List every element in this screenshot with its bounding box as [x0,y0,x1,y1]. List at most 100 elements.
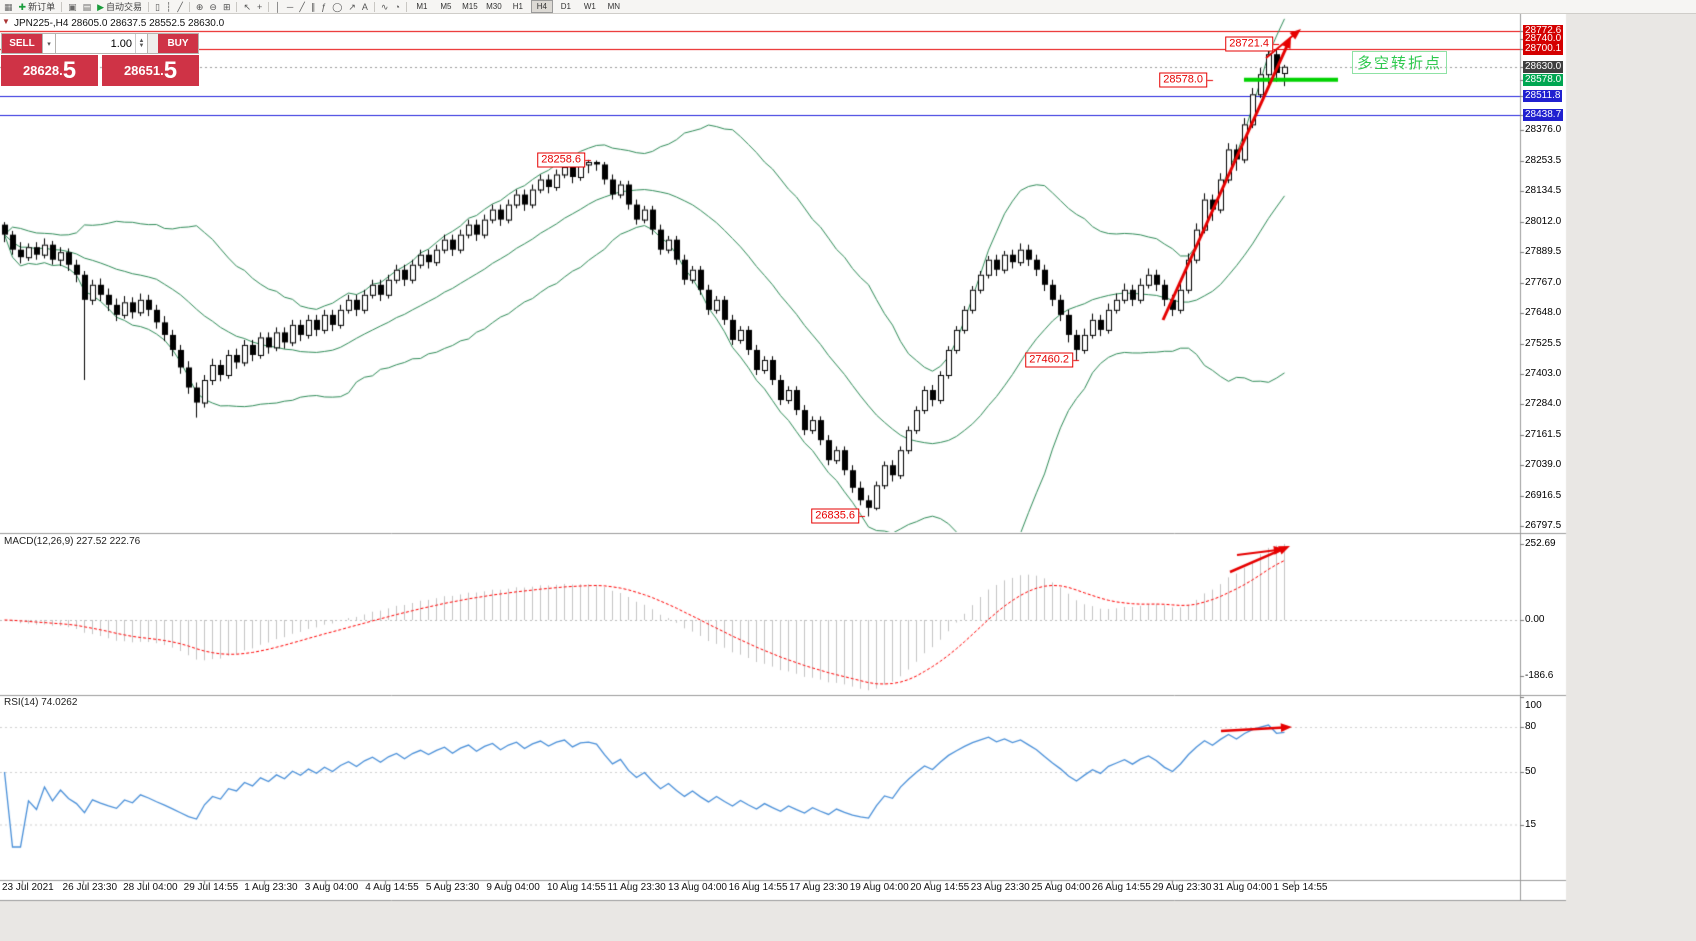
toolbar-separator [148,1,150,12]
sell-price-last-digit: 5 [62,56,77,84]
zoom-in-icon-glyph: ⊕ [195,1,204,12]
time-axis-label: 3 Aug 04:00 [304,882,359,893]
time-axis-label: 26 Aug 14:55 [1091,882,1151,893]
price-annotation-28721.4[interactable]: 28721.4 [1225,36,1273,52]
price-annotation-28258.6[interactable]: 28258.6 [537,152,585,168]
toolbar-separator [236,1,238,12]
volume-stepper[interactable]: ▲ ▼ [135,34,148,53]
price-axis-label-28700.1: 28700.1 [1523,43,1564,56]
candlestick-chart-icon[interactable]: ▯ [153,1,162,13]
toolbar-separator [373,1,375,12]
timeframe-M15[interactable]: M15 [462,2,478,11]
zoom-out-icon[interactable]: ⊖ [207,1,219,13]
tile-windows-icon[interactable]: ⊞ [221,1,233,13]
line-chart-icon[interactable]: ╱ [175,1,184,13]
toolbar-separator [188,1,190,12]
text-tool-icon-glyph: A [361,1,368,12]
volume-stepper-up-icon[interactable]: ▲ [138,37,145,44]
vertical-line-icon[interactable]: │ [273,1,283,13]
time-axis-label: 20 Aug 14:55 [910,882,970,893]
rsi-indicator-label: RSI(14) 74.0262 [4,697,78,708]
terminal-icon-glyph: ▦ [4,1,13,12]
time-axis[interactable]: 23 Jul 2021 26 Jul 23:30 28 Jul 04:00 29 Ju… [0,882,1566,898]
turning-point-annotation[interactable]: 多空转折点 [1352,51,1448,74]
indicators-icon[interactable]: ∿ [379,1,391,13]
macd-axis-label-0.00: 0.00 [1525,614,1545,625]
tile-windows-icon-glyph: ⊞ [222,1,231,12]
autotrading-button[interactable]: ▶ 自动交易 [95,1,144,13]
macd-indicator-label: MACD(12,26,9) 227.52 222.76 [4,536,141,547]
volume-stepper-down-icon[interactable]: ▼ [138,42,145,49]
macd-axis-label-252.69: 252.69 [1525,538,1556,550]
bar-chart-icon[interactable]: ┆ [164,1,173,13]
timeframe-H4[interactable]: H4 [530,0,553,13]
price-axis-label-27403.0: 27403.0 [1525,368,1562,380]
price-axis-label-28012.0: 28012.0 [1525,215,1562,227]
trendline-icon-glyph: ╱ [299,1,305,12]
terminal-icon[interactable]: ▦ [2,1,15,13]
new-order-button-label: 新订单 [28,2,56,12]
price-axis-label-28578.0: 28578.0 [1523,73,1564,86]
time-axis-label: 9 Aug 04:00 [486,882,540,893]
sell-price-button[interactable]: 28628. 5 [1,55,98,86]
time-axis-label: 23 Aug 23:30 [970,882,1030,893]
timeframe-D1[interactable]: D1 [560,2,571,11]
timeframe-M30[interactable]: M30 [486,2,502,11]
toolbar-separator [61,1,63,12]
timeframe-H1[interactable]: H1 [512,2,523,11]
time-axis-label: 17 Aug 23:30 [789,882,849,893]
time-axis-label: 26 Jul 23:30 [62,882,118,893]
shapes-icon[interactable]: ◯ [330,1,344,13]
zoom-in-icon[interactable]: ⊕ [194,1,206,13]
profiles-icon-glyph: ▤ [82,1,92,12]
buy-price-last-digit: 5 [163,56,178,84]
one-click-collapse-arrow[interactable]: ▼ [2,17,10,26]
time-axis-label: 28 Jul 04:00 [123,882,178,893]
sell-button[interactable]: SELL [2,34,42,53]
price-axis-label-28438.7: 28438.7 [1523,108,1564,121]
autotrading-button-label: 自动交易 [106,2,143,12]
arrow-tool-icon[interactable]: ↗ [346,1,358,13]
timeframe-M5[interactable]: M5 [440,2,452,11]
price-axis-label-28511.8: 28511.8 [1523,90,1563,103]
timeframe-W1[interactable]: W1 [583,2,596,11]
order-options-dropdown[interactable]: ▾ [42,34,56,53]
buy-button[interactable]: BUY [158,34,198,53]
volume-input[interactable]: 1.00 [56,34,135,53]
period-clock-icon[interactable]: ◔ [392,1,401,13]
channel-icon[interactable]: ∥ [309,1,318,13]
crosshair-icon[interactable]: + [255,1,264,13]
price-annotation-26835.6[interactable]: 26835.6 [811,508,859,524]
price-annotation-28578.0[interactable]: 28578.0 [1159,72,1207,88]
price-axis-label-27889.5: 27889.5 [1525,246,1562,258]
cursor-icon-glyph: ↖ [243,1,252,12]
chart-window-icon[interactable]: ▣ [66,1,79,13]
price-annotation-27460.2[interactable]: 27460.2 [1025,352,1073,368]
fibonacci-icon[interactable]: ƒ [319,1,328,13]
timeframe-MN[interactable]: MN [607,2,621,11]
profiles-icon[interactable]: ▤ [81,1,94,13]
new-order-button[interactable]: ✚ 新订单 [17,1,58,13]
price-axis-label-27525.5: 27525.5 [1525,337,1562,349]
buy-price-button[interactable]: 28651. 5 [102,55,199,86]
price-axis-label-27039.0: 27039.0 [1525,459,1562,471]
timeframe-M1[interactable]: M1 [416,2,428,11]
rsi-axis-label-100: 100 [1525,700,1542,711]
trendline-icon[interactable]: ╱ [297,1,306,13]
vertical-line-icon-glyph: │ [275,1,281,12]
one-click-spacer [148,34,158,53]
indicators-icon-glyph: ∿ [380,1,389,12]
one-click-trading-panel: SELL ▾ 1.00 ▲ ▼ BUY 28628. 5 28651. 5 [1,33,199,86]
candlestick-chart-icon-glyph: ▯ [155,1,160,12]
cursor-icon[interactable]: ↖ [241,1,253,13]
price-axis-label-28630.0: 28630.0 [1523,60,1564,73]
price-axis-label-28376.0: 28376.0 [1525,124,1562,136]
text-tool-icon[interactable]: A [360,1,370,13]
sell-price-prefix: 28628. [22,63,63,78]
toolbar: ▦ ✚ 新订单 ▣ ▤ ▶ 自动交易 ▯ ┆ ╱ ⊕ ⊖ ⊞ ↖ + │ ─ ╱ ∥ ƒ ◯ ↗ A ∿ ◔ M1 M5 M15 M30… [0,0,1696,14]
time-axis-label: 23 Jul 2021 [2,882,54,893]
horizontal-line-icon-glyph: ─ [286,1,294,12]
horizontal-line-icon[interactable]: ─ [285,1,295,13]
new-order-glyph: ✚ [18,1,27,12]
